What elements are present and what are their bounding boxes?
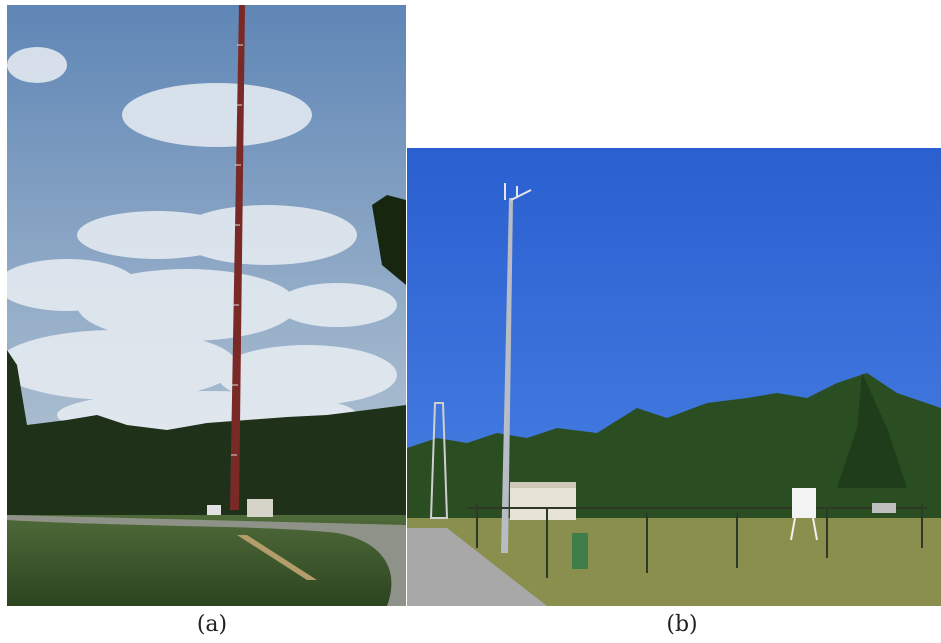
tree-right: [372, 195, 406, 285]
photo-weather-station: [407, 148, 941, 606]
instrument-hut: [247, 499, 273, 517]
building-roof: [510, 482, 576, 488]
rain-gauge: [872, 503, 896, 513]
pine-tree: [837, 373, 907, 488]
green-bin: [572, 533, 588, 569]
instrument-mast: [501, 183, 532, 553]
path: [7, 515, 406, 606]
caption-a: (a): [196, 612, 228, 637]
caption-b: (b): [666, 612, 698, 637]
photo-tall-tower: [7, 5, 406, 606]
lattice-tower: [230, 5, 245, 510]
forest: [7, 350, 406, 520]
station-building: [510, 486, 576, 520]
photo-panel-b: [407, 148, 941, 606]
dirt-track: [237, 535, 317, 580]
clouds: [7, 47, 397, 439]
equipment-box: [207, 505, 221, 515]
stevenson-screen: [790, 488, 818, 541]
photo-panel-a: [7, 5, 406, 606]
gravel-road: [407, 528, 547, 606]
small-lattice-tower: [429, 402, 449, 519]
fence: [467, 503, 927, 578]
